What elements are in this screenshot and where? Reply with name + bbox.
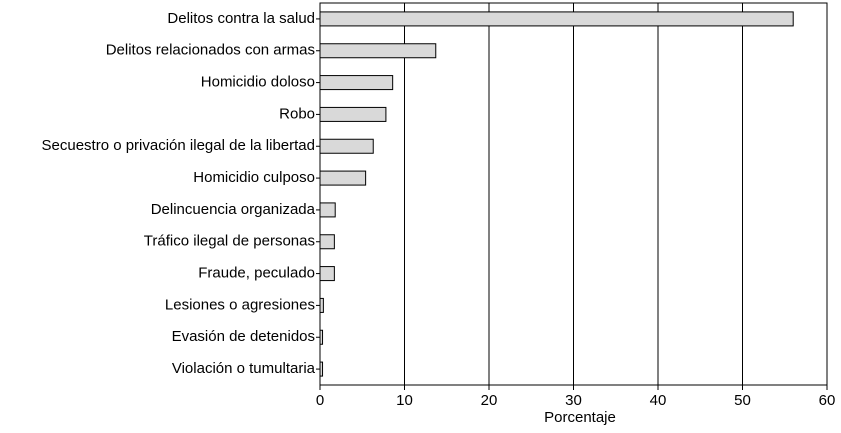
bar xyxy=(319,297,324,313)
bar xyxy=(319,234,335,250)
bar xyxy=(319,170,367,186)
y-tick-label: Homicidio culposo xyxy=(193,169,315,186)
bar xyxy=(319,329,324,345)
bar xyxy=(319,266,335,282)
bar xyxy=(319,11,794,27)
bar xyxy=(319,202,336,218)
y-tick-label: Lesiones o agresiones xyxy=(165,296,315,313)
y-tick-label: Delitos relacionados con armas xyxy=(106,42,315,59)
y-tick-label: Delitos contra la salud xyxy=(167,10,315,27)
x-tick-label: 60 xyxy=(819,392,836,409)
bar xyxy=(319,43,437,59)
x-tick-label: 30 xyxy=(565,392,582,409)
x-tick-label: 50 xyxy=(734,392,751,409)
y-tick-label: Homicidio doloso xyxy=(201,74,315,91)
x-tick-label: 0 xyxy=(316,392,324,409)
bar xyxy=(319,138,374,154)
y-tick-label: Violación o tumultaria xyxy=(172,360,316,377)
bar xyxy=(319,106,387,122)
x-tick-label: 10 xyxy=(396,392,413,409)
plot-frame xyxy=(319,2,828,386)
bar xyxy=(319,361,324,377)
y-tick-label: Delincuencia organizada xyxy=(151,201,316,218)
x-tick-label: 20 xyxy=(481,392,498,409)
x-tick-label: 40 xyxy=(650,392,667,409)
y-tick-label: Secuestro o privación ilegal de la liber… xyxy=(42,137,316,154)
x-axis-label: Porcentaje xyxy=(544,409,616,426)
y-tick-label: Fraude, peculado xyxy=(198,265,315,282)
y-tick-label: Evasión de detenidos xyxy=(172,328,315,345)
y-tick-label: Tráfico ilegal de personas xyxy=(144,233,315,250)
bar xyxy=(319,75,394,91)
y-tick-label: Robo xyxy=(279,105,315,122)
